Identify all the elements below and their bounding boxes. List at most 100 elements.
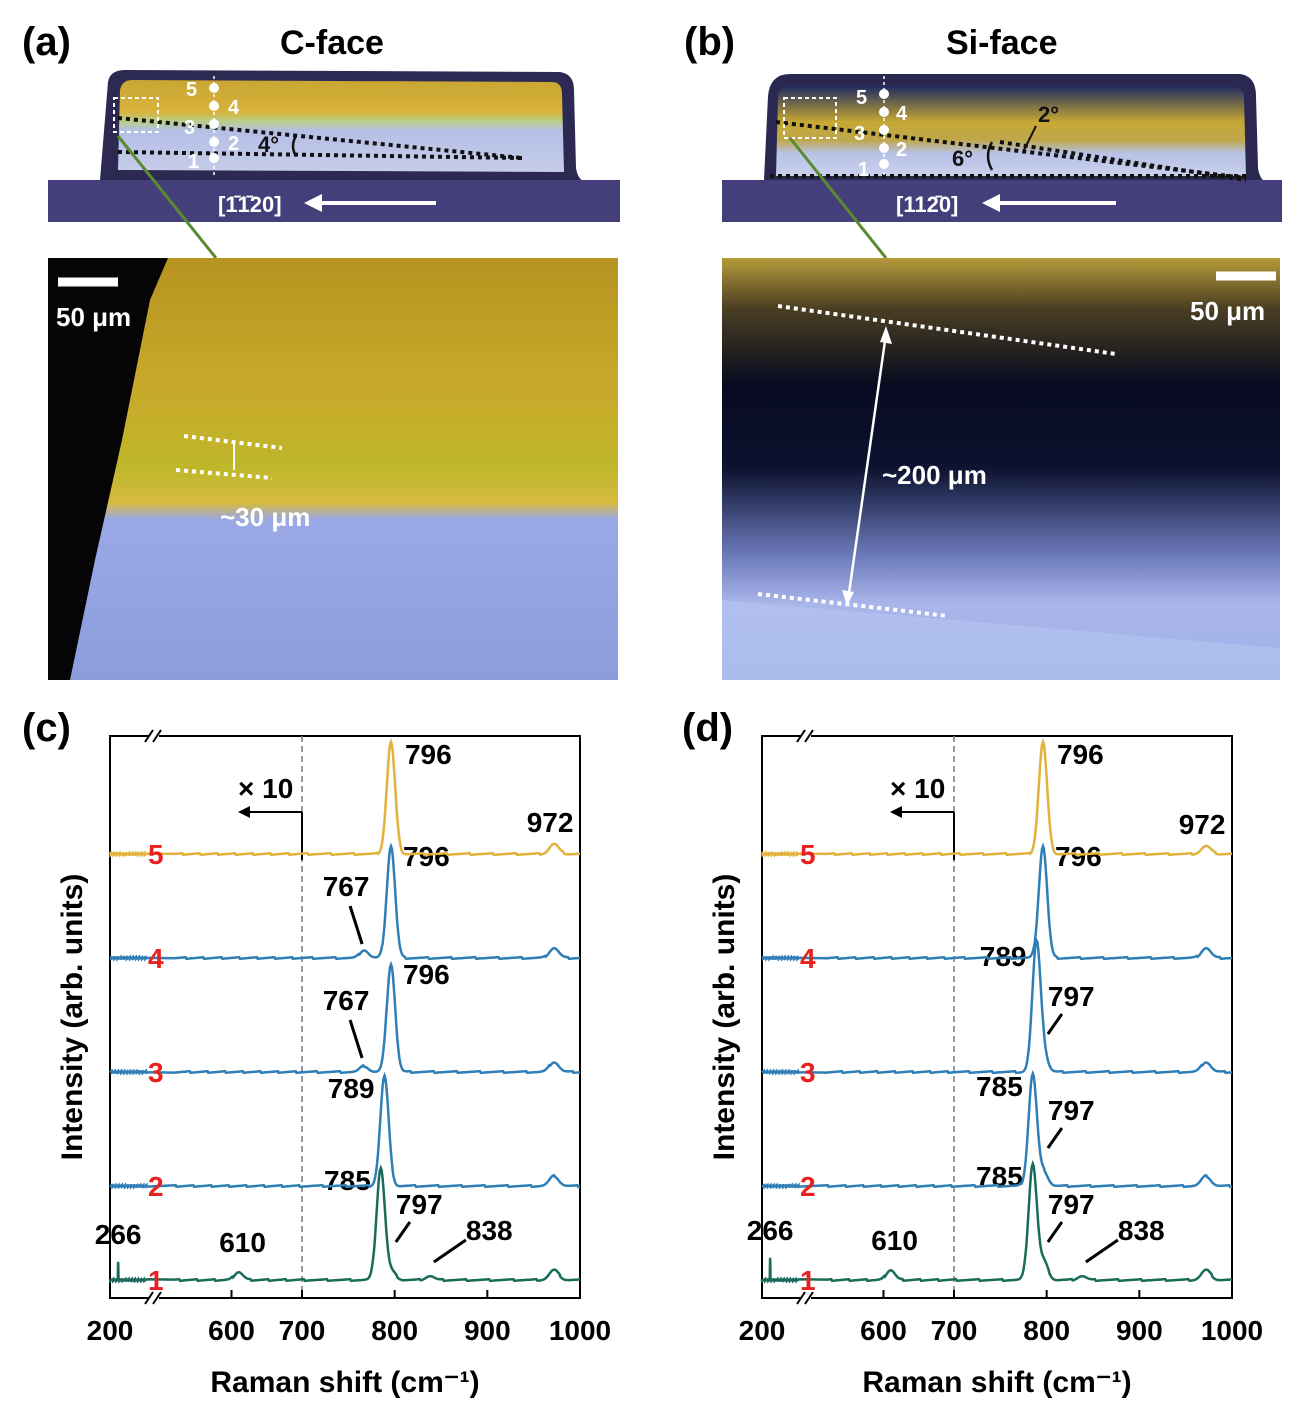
y-axis-label: Intensity (arb. units): [708, 874, 741, 1161]
layer-thickness-label: ~30 μm: [220, 502, 310, 532]
raman-chart-d: 200 600 700 800 900 1000 Raman shift (cm⁻¹) Int…: [708, 729, 1263, 1399]
layer-top-line: [777, 304, 1117, 356]
magnification-arrowhead: [890, 806, 902, 818]
x-tick-label: 900: [464, 1315, 511, 1346]
axis-break-mark: [152, 1291, 162, 1305]
peak-label-797: 797: [396, 1189, 443, 1220]
scale-bar-label: 50 μm: [1190, 296, 1265, 326]
x-tick-label: 600: [208, 1315, 255, 1346]
x-axis-label: Raman shift (cm⁻¹): [862, 1366, 1131, 1399]
angle-small-pointer: [1023, 125, 1037, 151]
peak-label-785: 785: [976, 1071, 1023, 1102]
panel-d-label: (d): [682, 706, 734, 750]
peak-label-767: 767: [323, 871, 370, 902]
magnification-label: × 10: [238, 773, 293, 804]
spectrum-5: [109, 738, 580, 858]
layer-arrowhead-bottom: [842, 590, 854, 606]
peak-leader: [1046, 1127, 1064, 1149]
peak-leader: [1046, 1013, 1064, 1035]
zoom-box: [113, 97, 159, 133]
point-4-label: 4: [896, 103, 908, 125]
peak-label-797: 797: [1048, 1095, 1095, 1126]
raman-chart-c: 200 600 700 800 900 1000 Raman shift (cm⁻¹) Int…: [56, 729, 611, 1399]
x-axis-label: Raman shift (cm⁻¹): [210, 1366, 479, 1399]
point-5-label: 5: [186, 79, 197, 101]
axis-break-gap: [149, 1294, 159, 1302]
magnification-arrowhead: [238, 806, 250, 818]
panel-a-label: (a): [22, 20, 71, 64]
spectrum-label-2: 2: [800, 1171, 816, 1202]
angle-large-arc: [986, 141, 994, 171]
dotted-base-line: [117, 150, 523, 160]
sample-body: [776, 86, 1246, 176]
peak-label-796: 796: [403, 959, 450, 990]
angle-label: 4°: [258, 132, 279, 157]
peak-label-838: 838: [466, 1215, 513, 1246]
x-tick-label: 1000: [1201, 1315, 1263, 1346]
spectrum-5: [761, 738, 1232, 858]
plot-frame: [761, 735, 1233, 1299]
spectrum-1: [108, 1164, 581, 1284]
peak-label-767: 767: [323, 985, 370, 1016]
spectrum-label-4: 4: [800, 943, 816, 974]
axis-break-gap: [801, 732, 811, 740]
spectrum-1: [760, 1160, 1233, 1284]
panel-a-figure: [1̄1̄20] 1 2 3 4 5 4° 50 μm ~30 μm: [48, 70, 620, 680]
peak-label-785: 785: [324, 1165, 371, 1196]
axis-break-mark: [796, 1291, 806, 1305]
point-5-label: 5: [856, 87, 867, 109]
spectrum-label-5: 5: [800, 839, 816, 870]
axis-break-mark: [152, 729, 162, 743]
plot-frame: [109, 735, 581, 1299]
spectrum-3: [761, 936, 1233, 1076]
zoom-connector: [116, 135, 218, 259]
peak-label-789: 789: [328, 1073, 375, 1104]
peak-label-972: 972: [527, 807, 574, 838]
angle-large-label: 6°: [952, 146, 973, 171]
point-2-label: 2: [896, 139, 907, 161]
panel-b-figure: [112̄0] 1 2 3 4 5 6° 2° 50 μm ~200 μm: [722, 74, 1282, 680]
axis-break-gap: [801, 1294, 811, 1302]
y-axis-label: Intensity (arb. units): [56, 874, 89, 1161]
layer-top-line: [183, 434, 283, 450]
peak-label-610: 610: [871, 1225, 918, 1256]
point-1-label: 1: [858, 159, 869, 181]
point-3-label: 3: [184, 117, 195, 139]
peak-label-796: 796: [405, 739, 452, 770]
peak-leader: [433, 1238, 467, 1264]
direction-arrowhead: [982, 194, 1000, 212]
angle-arc: [291, 135, 298, 157]
measurement-points: [209, 83, 219, 163]
x-tick-label: 800: [371, 1315, 418, 1346]
magnification-label: × 10: [890, 773, 945, 804]
x-tick-label: 700: [931, 1315, 978, 1346]
spectrum-label-1: 1: [148, 1265, 164, 1296]
spectrum-label-1: 1: [800, 1265, 816, 1296]
direction-arrowhead: [304, 194, 322, 212]
axis-break-mark: [804, 729, 814, 743]
layer-arrow: [846, 333, 888, 601]
dotted-interface-line: [117, 116, 523, 160]
x-tick-label: 700: [279, 1315, 326, 1346]
peak-leader: [1085, 1238, 1119, 1264]
point-4-label: 4: [228, 97, 240, 119]
x-tick-label: 900: [1116, 1315, 1163, 1346]
direction-label: [1̄1̄20]: [218, 192, 282, 217]
peak-leader: [348, 905, 364, 945]
spectrum-label-4: 4: [148, 943, 164, 974]
spectrum-3: [109, 960, 581, 1076]
direction-label: [112̄0]: [896, 192, 958, 217]
peak-label-796: 796: [1055, 841, 1102, 872]
angle-small-label: 2°: [1038, 102, 1059, 127]
axis-break-mark: [804, 1291, 814, 1305]
spectrum-label-5: 5: [148, 839, 164, 870]
axis-break-mark: [144, 729, 154, 743]
measurement-points: [879, 89, 889, 169]
spectrum-4: [761, 842, 1233, 962]
peak-label-838: 838: [1118, 1215, 1165, 1246]
panel-b-label: (b): [684, 20, 736, 64]
peak-label-796: 796: [1057, 739, 1104, 770]
spectrum-label-2: 2: [148, 1171, 164, 1202]
sample-body: [118, 80, 564, 172]
spectrum-2: [761, 1069, 1232, 1190]
